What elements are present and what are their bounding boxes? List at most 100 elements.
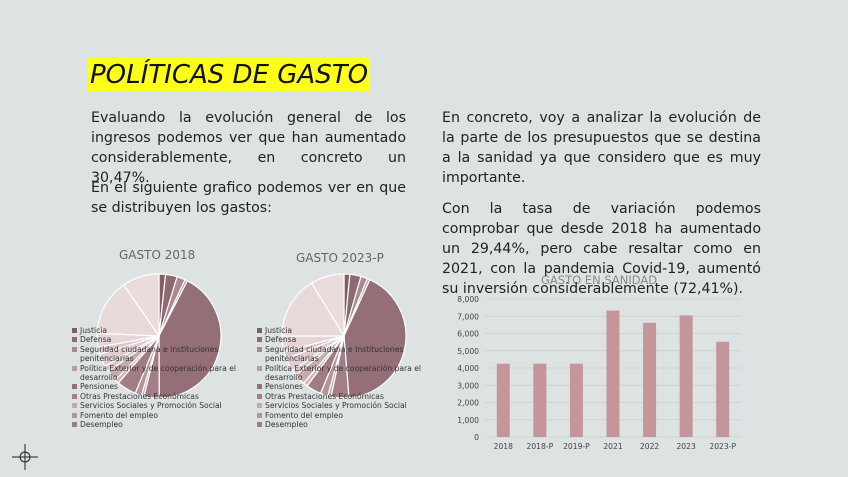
x-tick-label: 2023-P — [709, 442, 736, 451]
y-tick-label: 4,000 — [457, 364, 479, 373]
legend-label: Seguridad ciudadana e Instituciones — [80, 344, 219, 354]
legend-item: Fomento del empleo — [72, 411, 236, 420]
legend-label: penitenciarias — [80, 354, 134, 364]
bar-2022 — [643, 322, 657, 437]
legend-label: Seguridad ciudadana e Instituciones — [265, 344, 404, 354]
legend-item: Seguridad ciudadana e Instituciones — [257, 345, 421, 354]
legend-swatch — [72, 412, 77, 418]
legend-label: Servicios Sociales y Promoción Social — [265, 401, 407, 411]
bar-2019-P — [569, 363, 583, 437]
pie-2018-title: GASTO 2018 — [119, 248, 196, 262]
legend-label: Defensa — [80, 335, 112, 345]
legend-item: desarrollo — [72, 373, 236, 382]
pie-slice-other-16 — [310, 273, 345, 339]
bar-2023-P — [716, 341, 730, 437]
legend-swatch — [72, 337, 77, 343]
x-tick-label: 2023 — [676, 442, 695, 451]
legend-item: Desempleo — [72, 420, 236, 429]
x-tick-label: 2021 — [603, 442, 622, 451]
x-tick-label: 2018 — [494, 442, 513, 451]
legend-item: Desempleo — [257, 420, 421, 429]
bar-2021 — [606, 310, 620, 437]
pie-chart-2023p — [281, 273, 407, 399]
legend-label: penitenciarias — [265, 354, 319, 364]
legend-swatch — [72, 365, 77, 371]
legend-item: Política Exterior y de cooperación para … — [257, 364, 421, 373]
x-tick-label: 2019-P — [563, 442, 590, 451]
pie-chart-2018 — [96, 273, 222, 399]
bar-2018 — [496, 363, 510, 437]
legend-item: Defensa — [257, 335, 421, 344]
left-paragraph-1: Evaluando la evolución general de los in… — [91, 110, 406, 186]
legend-label: Política Exterior y de cooperación para … — [265, 363, 422, 373]
y-tick-label: 7,000 — [457, 312, 479, 321]
legend-swatch — [72, 403, 77, 409]
y-tick-label: 2,000 — [457, 399, 479, 408]
legend-swatch — [257, 328, 262, 333]
bar-chart-title: GASTO EN SANIDAD — [541, 273, 658, 287]
legend-swatch — [72, 384, 77, 390]
legend-item: Defensa — [72, 335, 236, 344]
legend-item: Pensiones — [257, 382, 421, 391]
y-tick-label: 5,000 — [457, 347, 479, 356]
legend-item: Otras Prestaciones Económicas — [257, 392, 421, 401]
legend-swatch — [72, 346, 77, 352]
bar-chart-sanidad: 0 1,000 2,000 3,000 4,000 5,000 6,000 7,000 8,00… — [457, 295, 741, 451]
legend-label: desarrollo — [265, 373, 303, 383]
legend-label: Otras Prestaciones Económicas — [265, 391, 384, 401]
legend-swatch — [257, 346, 262, 352]
legend-swatch — [72, 393, 77, 399]
legend-item: Política Exterior y de cooperación para … — [72, 364, 236, 373]
legend-item: Pensiones — [72, 382, 236, 391]
legend-swatch — [257, 393, 262, 399]
legend-swatch — [257, 403, 262, 409]
legend-item: penitenciarias — [72, 354, 236, 363]
pie-slice-pensiones — [158, 280, 222, 399]
legend-label: Política Exterior y de cooperación para … — [80, 363, 237, 373]
pie-2023p-legend: Justicia Defensa Seguridad ciudadana e Ins… — [257, 326, 421, 429]
legend-item: Justicia — [257, 326, 421, 335]
legend-swatch — [257, 365, 262, 371]
legend-item: Justicia — [72, 326, 236, 335]
left-paragraph-2: En el siguiente grafico podemos ver en q… — [91, 180, 406, 216]
y-tick-label: 6,000 — [457, 330, 479, 339]
legend-label: Justicia — [80, 326, 108, 335]
x-tick-label: 2022 — [640, 442, 659, 451]
legend-item: Otras Prestaciones Económicas — [72, 392, 236, 401]
legend-swatch — [72, 422, 77, 428]
legend-item: penitenciarias — [257, 354, 421, 363]
legend-item: Fomento del empleo — [257, 411, 421, 420]
legend-label: desarrollo — [80, 373, 118, 383]
legend-label: Otras Prestaciones Económicas — [80, 391, 199, 401]
legend-item: Servicios Sociales y Promoción Social — [257, 401, 421, 410]
legend-label: Pensiones — [80, 382, 118, 392]
crosshair-icon — [12, 444, 38, 470]
y-tick-label: 3,000 — [457, 381, 479, 390]
legend-swatch — [257, 384, 262, 390]
y-tick-label: 8,000 — [457, 295, 479, 304]
legend-swatch — [257, 412, 262, 418]
bar-2018-P — [533, 363, 547, 437]
y-tick-label: 1,000 — [457, 416, 479, 425]
legend-label: Pensiones — [265, 382, 303, 392]
legend-label: Defensa — [265, 335, 297, 345]
right-paragraph-1: En concreto, voy a analizar la evolución… — [442, 110, 761, 186]
legend-swatch — [257, 337, 262, 343]
legend-label: Justicia — [265, 326, 293, 335]
pie-slice-pensiones — [343, 278, 407, 399]
legend-label: Servicios Sociales y Promoción Social — [80, 401, 222, 411]
legend-item: Seguridad ciudadana e Instituciones — [72, 345, 236, 354]
x-tick-label: 2018-P — [527, 442, 554, 451]
legend-swatch — [72, 328, 77, 333]
pie-2018-legend: Justicia Defensa Seguridad ciudadana e Ins… — [72, 326, 236, 429]
pie-slice-other-15 — [281, 282, 346, 337]
right-paragraph-2: Con la tasa de variación podemos comprob… — [442, 201, 761, 297]
slide-title: POLÍTICAS DE GASTO — [88, 58, 371, 92]
legend-label: Desempleo — [265, 420, 308, 430]
legend-label: Desempleo — [80, 420, 123, 430]
pie-slice-other-16 — [122, 273, 160, 338]
bar-2023 — [679, 315, 693, 437]
legend-item: desarrollo — [257, 373, 421, 382]
y-tick-label: 0 — [474, 433, 479, 442]
pie-2023p-title: GASTO 2023-P — [296, 251, 384, 265]
